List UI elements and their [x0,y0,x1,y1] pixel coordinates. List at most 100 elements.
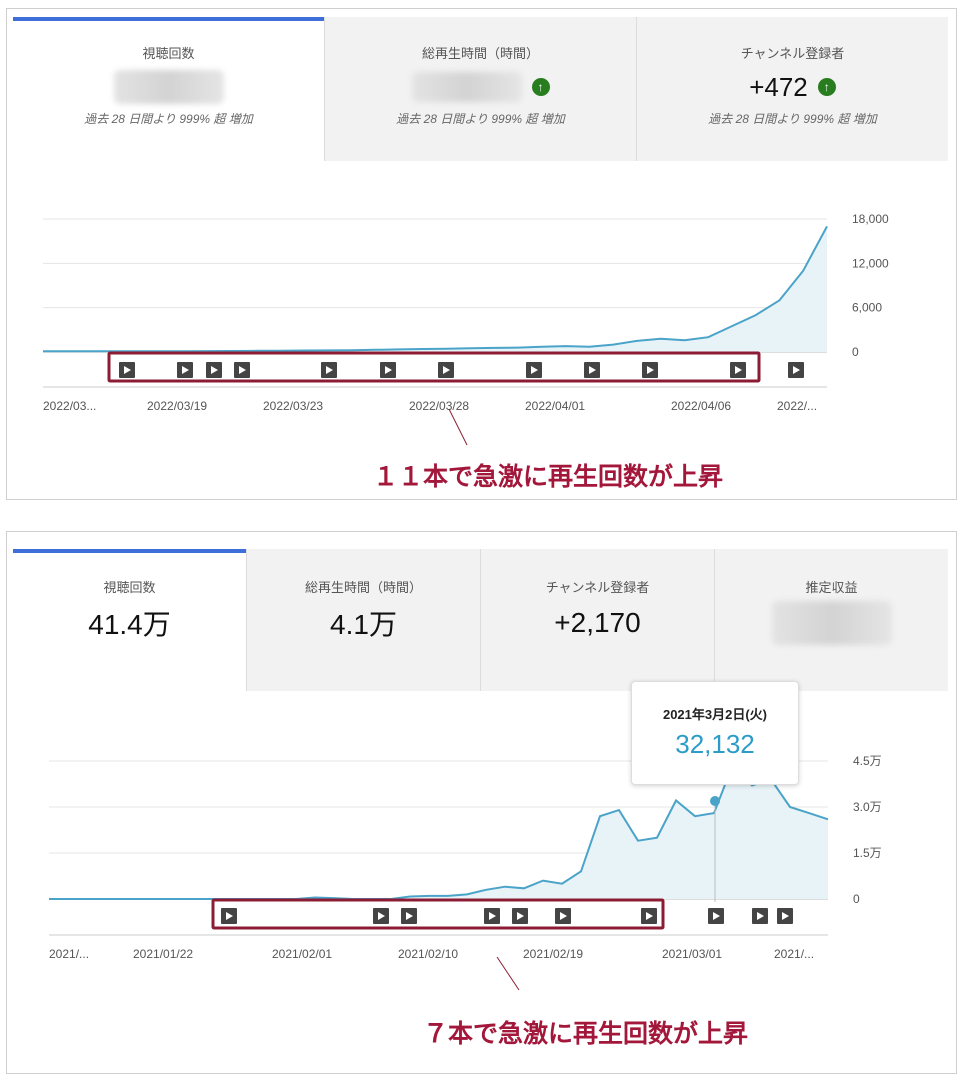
metric-tabs: 視聴回数 41.4万 総再生時間（時間） 4.1万 チャンネル登録者 +2,17… [13,549,948,691]
play-icon [239,366,246,374]
tab-views[interactable]: 視聴回数 41.4万 [13,549,246,691]
views-chart-svg: 4.5万 3.0万 1.5万 0 2021/... 2021/01/22 2021/02/0… [49,754,882,991]
x-tick-label: 2022/03/28 [409,399,469,413]
play-icon [517,912,524,920]
chart-area [43,226,827,352]
annotation-pointer [448,408,468,446]
views-chart: 18,000 12,000 6,000 0 2022/03... 2022/03/19 20… [7,9,958,501]
play-icon [443,366,450,374]
views-chart: 4.5万 3.0万 1.5万 0 2021/... 2021/01/22 2021/02/0… [7,532,958,1075]
video-marker [555,908,571,924]
video-marker [438,362,454,378]
play-icon [560,912,567,920]
video-marker [401,908,417,924]
x-tick-label: 2022/... [777,399,817,413]
video-marker [642,362,658,378]
tab-label: 視聴回数 [103,580,156,595]
tab-value: +2,170 [554,607,641,638]
play-icon [793,366,800,374]
x-tick-label: 2021/01/22 [133,947,193,961]
play-icon [782,912,789,920]
tab-estimated-revenue[interactable]: 推定収益 [714,549,948,691]
chart-tooltip: 2021年3月2日(火) 32,132 [631,681,799,785]
play-icon [406,912,413,920]
x-tick-label: 2021/02/01 [272,947,332,961]
video-marker [234,362,250,378]
y-tick-label: 18,000 [852,212,889,226]
tooltip-date: 2021年3月2日(火) [662,707,768,722]
chart-area [49,764,828,899]
tab-value [13,70,324,104]
x-tick-label: 2022/03... [43,399,96,413]
tab-note: 過去 28 日間より 999% 超 増加 [396,112,565,126]
play-icon [647,366,654,374]
video-marker [641,908,657,924]
video-marker [221,908,237,924]
x-tick-label: 2021/... [49,947,89,961]
tooltip-value: 32,132 [675,729,755,759]
x-tick-label: 2022/03/23 [263,399,323,413]
analytics-panel-1: 視聴回数 過去 28 日間より 999% 超 増加 総再生時間（時間） ↑ 過去… [6,8,957,500]
play-icon [489,912,496,920]
highlight-box [107,351,761,383]
play-icon [531,366,538,374]
y-tick-label: 6,000 [852,301,882,315]
y-tick-label: 3.0万 [853,800,882,814]
chart-line [49,762,829,900]
x-tick-label: 2021/02/10 [398,947,458,961]
blurred-value [771,601,892,645]
video-marker [777,908,793,924]
play-icon [326,366,333,374]
tab-value: 41.4万 [88,609,171,640]
video-marker [484,908,500,924]
video-marker [119,362,135,378]
tab-value: ↑ [325,70,636,104]
tab-watch-time[interactable]: 総再生時間（時間） ↑ 過去 28 日間より 999% 超 増加 [324,17,636,161]
play-icon [385,366,392,374]
blurred-value [113,70,224,104]
tab-label: 推定収益 [805,580,858,595]
x-tick-label: 2021/... [774,947,814,961]
annotation-text: １１本で急激に再生回数が上昇 [373,462,724,491]
video-marker [373,908,389,924]
y-tick-label: 1.5万 [853,846,882,860]
y-tick-label: 12,000 [852,256,889,270]
tab-label: チャンネル登録者 [740,46,845,61]
play-icon [226,912,233,920]
video-marker [321,362,337,378]
video-marker [788,362,804,378]
video-marker [730,362,746,378]
subscribers-value: +472 [749,71,808,102]
video-marker [380,362,396,378]
x-tick-label: 2021/03/01 [662,947,722,961]
tab-note: 過去 28 日間より 999% 超 増加 [84,112,253,126]
x-tick-label: 2022/03/19 [147,399,207,413]
play-icon [713,912,720,920]
x-tick-label: 2021/02/19 [523,947,583,961]
tab-watch-time[interactable]: 総再生時間（時間） 4.1万 [246,549,480,691]
analytics-panel-2: 視聴回数 41.4万 総再生時間（時間） 4.1万 チャンネル登録者 +2,17… [6,531,957,1074]
tab-note: 過去 28 日間より 999% 超 増加 [708,112,877,126]
play-icon [646,912,653,920]
tab-value: 4.1万 [330,609,397,640]
tab-subscribers[interactable]: チャンネル登録者 +2,170 [480,549,714,691]
highlight-box [211,898,665,930]
video-marker [206,362,222,378]
metric-tabs: 視聴回数 過去 28 日間より 999% 超 増加 総再生時間（時間） ↑ 過去… [13,17,948,161]
x-tick-label: 2022/04/06 [671,399,731,413]
play-icon [211,366,218,374]
y-tick-label: 4.5万 [853,754,882,768]
arrow-up-icon: ↑ [817,78,836,96]
tooltip-point [710,796,720,806]
y-tick-label: 0 [853,892,860,906]
tab-views[interactable]: 視聴回数 過去 28 日間より 999% 超 増加 [13,17,324,161]
x-tick-label: 2022/04/01 [525,399,585,413]
video-marker [752,908,768,924]
tab-subscribers[interactable]: チャンネル登録者 +472 ↑ 過去 28 日間より 999% 超 増加 [636,17,948,161]
tab-label: 視聴回数 [142,46,195,61]
play-icon [589,366,596,374]
tab-label: チャンネル登録者 [545,580,650,595]
arrow-up-icon: ↑ [531,78,550,96]
play-icon [182,366,189,374]
tab-value [715,601,948,645]
